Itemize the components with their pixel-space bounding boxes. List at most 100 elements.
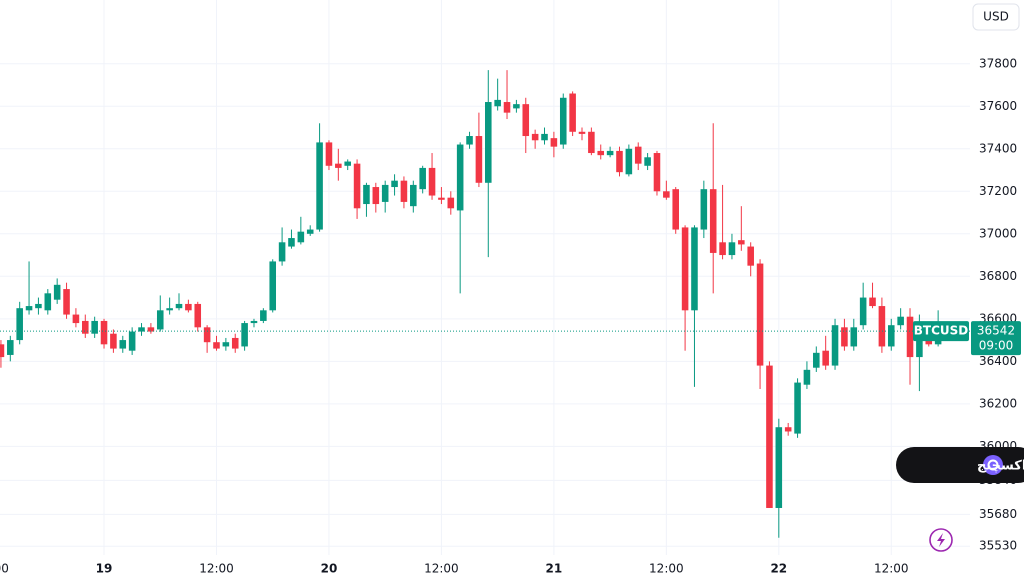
candle-body [175,303,183,309]
candle-body [344,161,351,166]
y-tick-label: 35680 [979,507,1017,521]
watermark-icon [983,455,1003,475]
candle-body [0,344,5,358]
candle-body [494,99,501,107]
candle-body [485,102,492,183]
candle-body [269,261,277,311]
candle-body [231,337,239,349]
candle-body [63,289,70,315]
candle-body [363,184,370,205]
candle-body [700,189,708,230]
currency[interactable]: USD [983,10,1009,24]
candle-body [897,316,904,326]
candle-body [709,189,717,253]
candle-body [44,293,52,311]
candle-body [559,97,567,145]
candle-body [803,369,811,385]
x-tick-label: 22 [770,562,787,576]
candle-body [325,142,333,166]
candle-body [831,325,839,366]
candle-body [250,320,258,324]
candle-body [541,133,548,141]
candle-body [738,240,745,245]
candle-body [841,327,848,347]
countdown-label: 09:00 [979,339,1014,353]
candle-body [25,306,33,311]
candle-body [316,142,323,230]
candle-body [925,340,933,345]
candle-body [634,146,642,164]
x-tick-label: 12:00 [649,562,684,576]
candle-body [110,333,117,349]
candle-body [522,104,530,137]
last-price-label: 36542 [977,324,1015,338]
candle-body [53,284,61,300]
x-tick-label: 12:00 [424,562,459,576]
candle-body [503,102,511,113]
candle-body [147,327,155,332]
currency-button[interactable] [972,3,1020,31]
candle-body [719,242,726,256]
candle-body [822,350,829,366]
candle-body [194,303,202,328]
candle-body [353,163,361,209]
x-tick-label: 12:00 [0,562,9,576]
y-tick-label: 37400 [979,141,1017,155]
candle-body [419,167,426,190]
candle-body [119,340,127,349]
candle-body [400,180,408,202]
candle-body [756,263,764,366]
candle-body [381,184,389,202]
candle-body [681,227,689,311]
candle-body [878,306,886,347]
candle-body [185,303,192,311]
candle-body [616,150,623,173]
candle-body [859,297,867,326]
y-tick-label: 37200 [979,184,1017,198]
candle-body [578,131,586,134]
candle-body [241,323,248,347]
candle-body [156,310,164,330]
candle-body [728,242,736,256]
x-tick-label: 19 [96,562,113,576]
candle-body [138,327,145,332]
y-tick-label: 37800 [979,56,1017,70]
candle-body [475,136,483,183]
candle-body [456,144,464,211]
candle-body [653,153,661,192]
candle-body [625,148,633,175]
lightning-icon [937,533,945,547]
candle-body [550,138,558,147]
y-tick-label: 36800 [979,269,1017,283]
candle-body [100,320,108,345]
candle-body [222,342,230,347]
candle-body [663,191,670,198]
candle-body [297,231,305,243]
candle-body [306,229,314,234]
candle-body [213,342,220,349]
candle-body [691,227,698,311]
candle-body [588,131,595,154]
candle-body [747,246,754,266]
candle-body [916,327,923,358]
x-tick-label: 20 [321,562,338,576]
watermark-icon-inner [987,459,999,471]
candle-body [513,104,520,109]
candle-body [766,365,773,508]
y-tick-label: 37000 [979,226,1017,240]
candle-body [813,352,820,368]
candle-body [887,325,895,347]
candle-body [644,157,651,166]
candle-body [288,238,295,247]
y-tick-label: 36200 [979,396,1017,410]
x-tick-label: 12:00 [199,562,234,576]
candle-body [278,242,286,262]
candle-body [91,320,98,334]
y-tick-label: 35530 [979,539,1017,553]
candle-body [869,297,876,307]
candle-body [597,150,605,156]
candle-body [16,308,23,341]
candle-body [391,180,398,188]
plot-area [0,0,970,555]
watermark-text: اوکی اکسچنج [977,459,1024,474]
